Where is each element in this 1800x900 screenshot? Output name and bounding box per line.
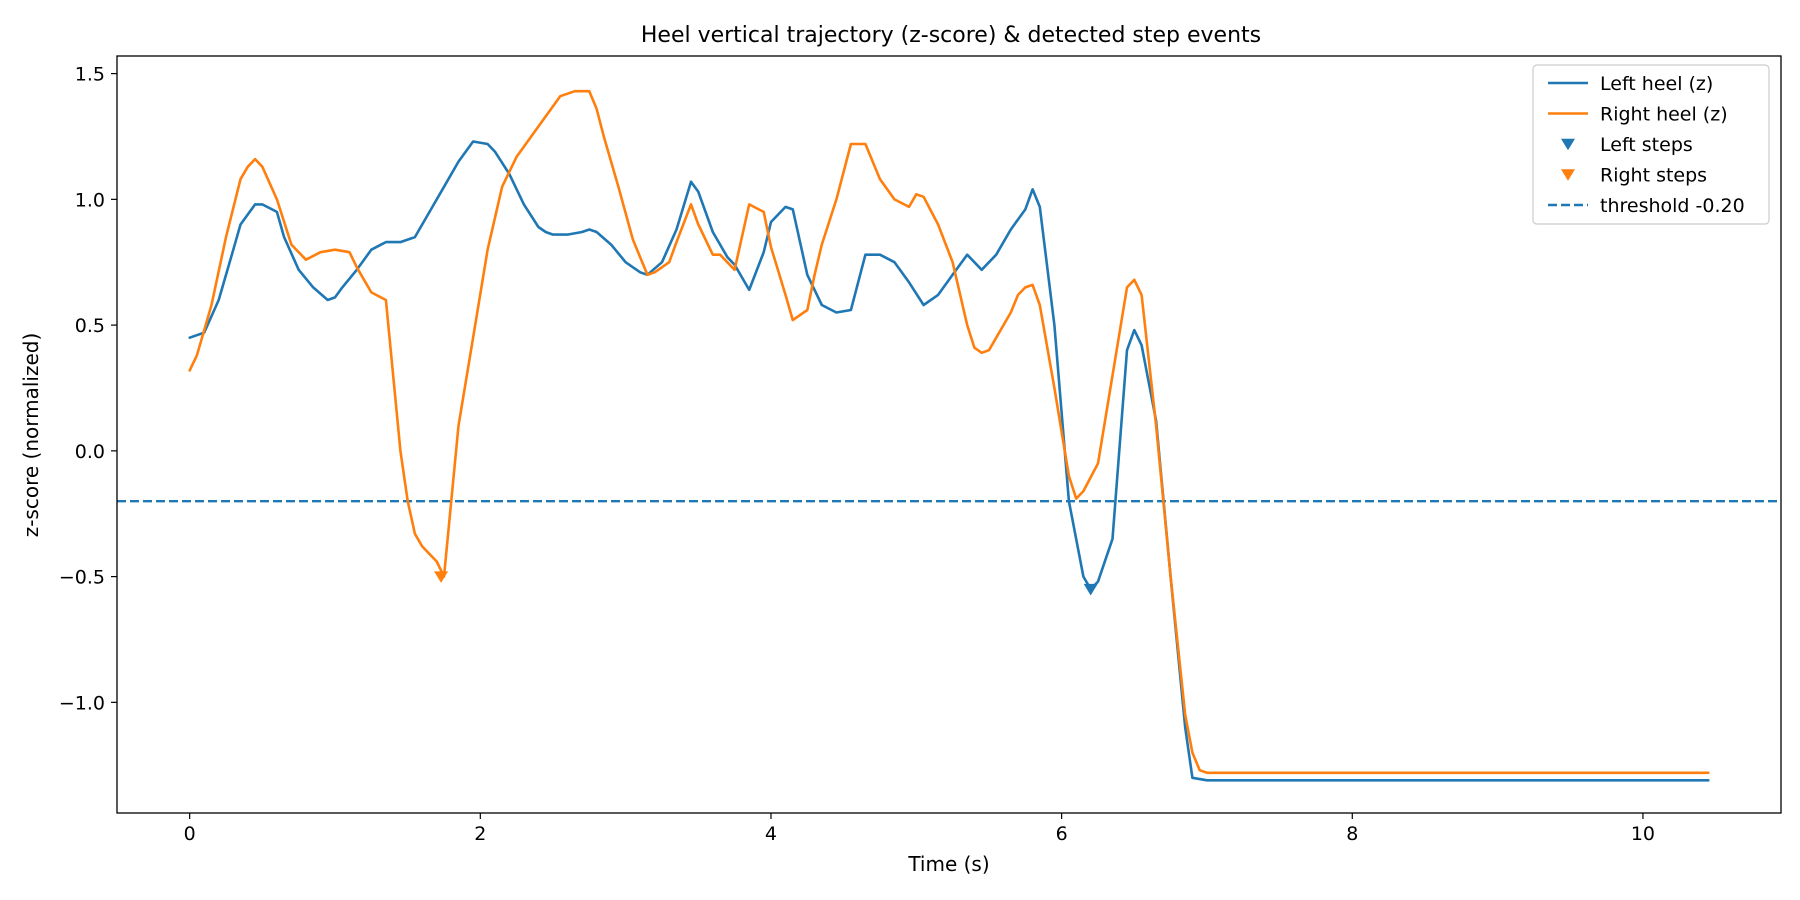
x-tick-label: 2: [474, 823, 486, 845]
legend-item-right-steps-label: Right steps: [1600, 165, 1707, 187]
x-tick-label: 10: [1631, 823, 1655, 845]
legend-item-threshold-label: threshold -0.20: [1600, 195, 1745, 217]
x-tick-label: 0: [184, 823, 196, 845]
legend: Left heel (z) Right heel (z) Left steps Rig…: [1532, 64, 1770, 225]
legend-item-right-steps-swatch: [1561, 169, 1575, 181]
y-tick-label: 1.5: [75, 64, 105, 86]
x-tick-label: 6: [1056, 823, 1068, 845]
y-tick-label: 0.5: [75, 315, 105, 337]
marker-layer: [434, 571, 1098, 596]
legend-item-right-heel-label: Right heel (z): [1600, 104, 1728, 126]
y-axis-label: z-score (normalized): [19, 333, 43, 538]
legend-item-left-steps-swatch: [1561, 138, 1575, 151]
y-axis: 1.5 1.0 0.5 0.0 −0.5 −1.0: [59, 64, 117, 714]
legend-box: [1532, 64, 1770, 225]
x-axis-label: Time (s): [907, 852, 989, 876]
right-step-marker: [434, 571, 449, 583]
right-heel-line: [188, 89, 1710, 775]
left-step-marker: [1083, 583, 1098, 596]
y-tick-label: 1.0: [75, 189, 105, 211]
y-tick-label: −1.0: [59, 692, 105, 714]
x-tick-label: 4: [765, 823, 777, 845]
legend-item-left-steps-label: Left steps: [1600, 134, 1693, 156]
y-tick-label: 0.0: [75, 441, 105, 463]
x-tick-label: 8: [1346, 823, 1358, 845]
x-axis: 0 2 4 6 8 10: [184, 813, 1655, 845]
chart-title: Heel vertical trajectory (z-score) & det…: [641, 23, 1261, 48]
legend-item-left-heel-label: Left heel (z): [1600, 73, 1713, 95]
y-tick-label: −0.5: [59, 567, 105, 589]
plot-frame: [116, 55, 1782, 814]
